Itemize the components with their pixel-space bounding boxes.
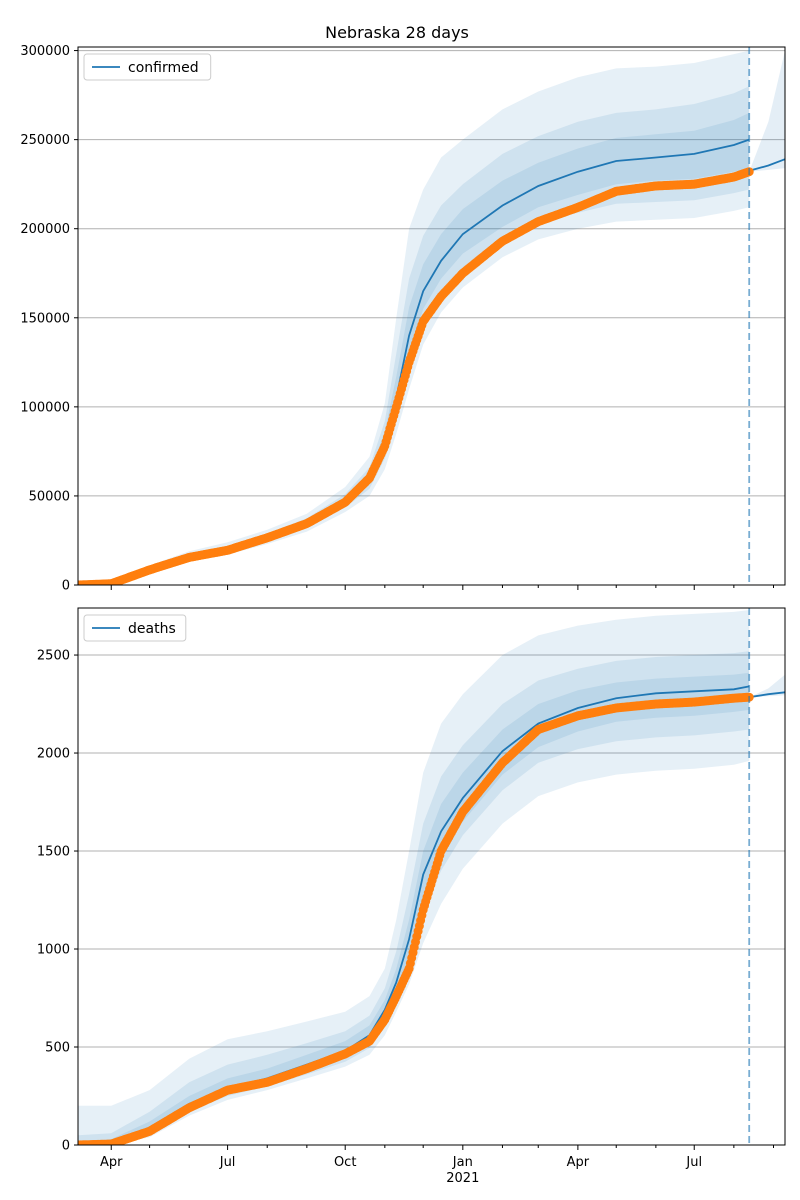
plot-area (78, 50, 785, 585)
projection-line (749, 691, 785, 699)
x-tick-label: Apr (100, 1155, 123, 1170)
chart-title: Nebraska 28 days (325, 23, 469, 42)
x-tick-label: Oct (334, 1155, 356, 1170)
x-tick-label: Apr (567, 1155, 590, 1170)
x-tick-label: Jul (685, 1155, 702, 1170)
x-tick-label: Jul (219, 1155, 236, 1170)
plot-area (78, 610, 785, 1145)
y-tick-label: 500 (45, 1041, 70, 1056)
panel-deaths: 0 500 1000 1500 2000 2500 Apr Jul Oct Jan Apr Jul 20… (37, 607, 786, 1186)
projection-band (749, 50, 785, 172)
projection-band (749, 674, 785, 698)
y-tick-label: 250000 (20, 133, 70, 148)
panel-confirmed: 0 50000 100000 150000 200000 250000 300000 conf… (20, 44, 786, 594)
y-tick-label: 150000 (20, 311, 70, 326)
y-tick-label: 0 (62, 579, 70, 594)
band-outer (78, 50, 750, 585)
legend-label: deaths (128, 621, 176, 637)
projection-line (748, 158, 785, 172)
axes-frame (77, 607, 786, 1146)
legend-label: confirmed (128, 60, 199, 76)
y-tick-label: 2000 (37, 747, 70, 762)
y-tick-label: 2500 (37, 649, 70, 664)
axes-frame (77, 46, 786, 586)
band-middle (78, 651, 750, 1145)
band-inner (78, 112, 750, 585)
y-tick-label: 100000 (20, 400, 70, 415)
y-tick-label: 0 (62, 1139, 70, 1154)
legend: deaths (83, 614, 187, 642)
band-inner (78, 672, 750, 1145)
y-tick-label: 1000 (37, 943, 70, 958)
legend: confirmed (83, 53, 212, 81)
y-tick-label: 1500 (37, 845, 70, 860)
y-tick-label: 50000 (29, 489, 70, 504)
y-tick-label: 300000 (20, 44, 70, 59)
band-outer (78, 610, 750, 1145)
x-tick-label: Jan (452, 1155, 473, 1170)
y-tick-label: 200000 (20, 222, 70, 237)
legend-box (83, 53, 212, 81)
x-year-label: 2021 (446, 1171, 479, 1186)
legend-box (83, 614, 187, 642)
band-middle (78, 86, 750, 585)
